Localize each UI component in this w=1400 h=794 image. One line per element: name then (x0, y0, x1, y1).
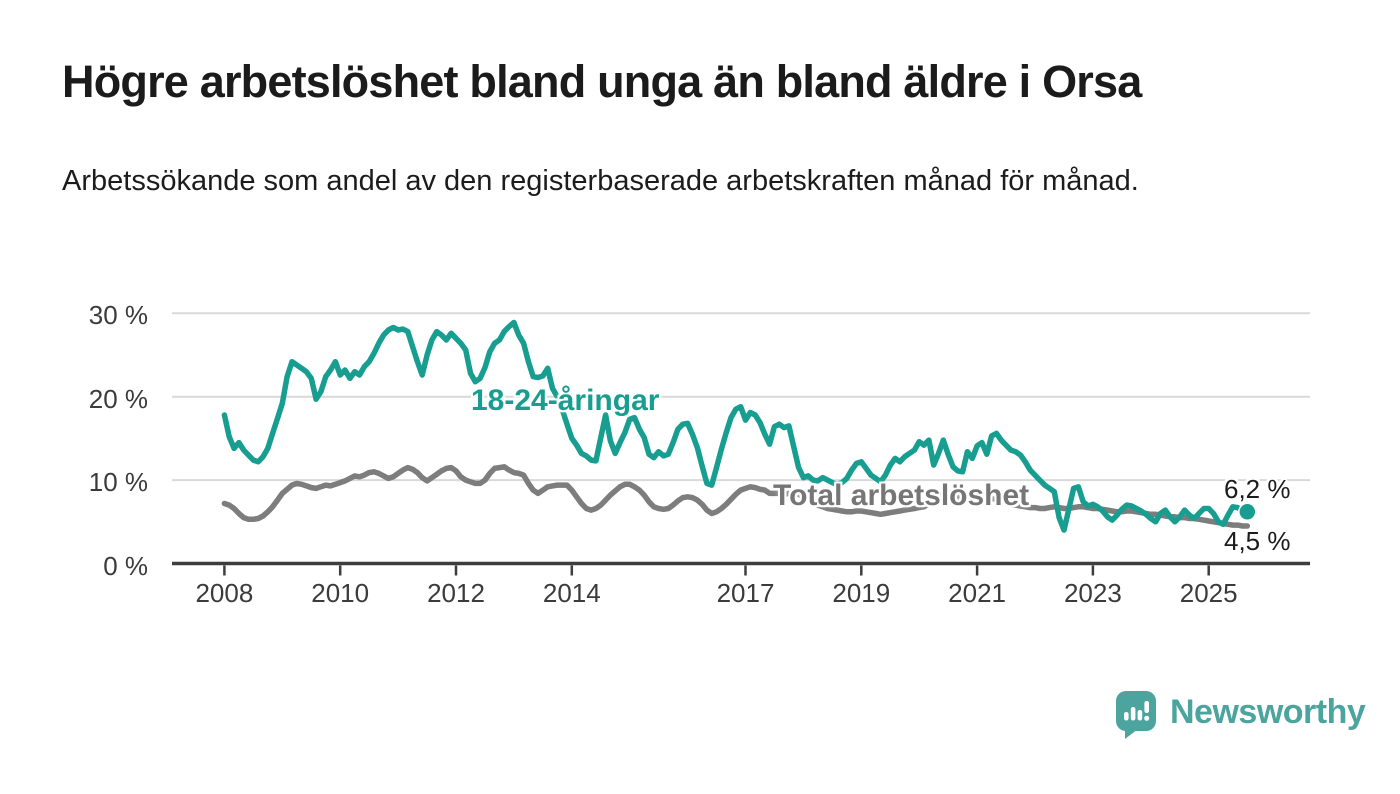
end-value-label-youth: 6,2 % (1224, 474, 1291, 504)
x-axis-label: 2012 (427, 578, 485, 608)
y-axis-label: 30 % (88, 300, 148, 331)
newsworthy-logo[interactable]: Newsworthy (1115, 690, 1366, 740)
x-axis-label: 2023 (1063, 578, 1122, 608)
x-axis-label: 2010 (311, 578, 370, 608)
end-value-label-total: 4,5 % (1224, 526, 1291, 556)
series-line-youth (221, 319, 1251, 533)
y-axis-label: 0 % (103, 550, 148, 581)
page-title: Högre arbetslöshet bland unga än bland ä… (62, 56, 1142, 107)
series-line-total (221, 464, 1251, 529)
y-axis-label: 10 % (88, 467, 148, 498)
series-label-youth: 18-24-åringar (471, 384, 660, 417)
x-axis-label: 2017 (716, 578, 775, 608)
x-axis-label: 2021 (948, 578, 1007, 608)
series-label-total: Total arbetslöshet (773, 479, 1030, 512)
newsworthy-wordmark: Newsworthy (1170, 693, 1366, 731)
y-axis-label: 20 % (88, 383, 148, 414)
x-axis-label: 2019 (832, 578, 891, 608)
latest-value-dot (1238, 502, 1257, 522)
x-axis-label: 2008 (195, 578, 254, 608)
x-axis-label: 2014 (542, 578, 601, 608)
newsworthy-chart-bubble-icon (1116, 691, 1156, 739)
x-axis-label: 2025 (1179, 578, 1238, 608)
subtitle: Arbetssökande som andel av den registerb… (62, 165, 1139, 197)
